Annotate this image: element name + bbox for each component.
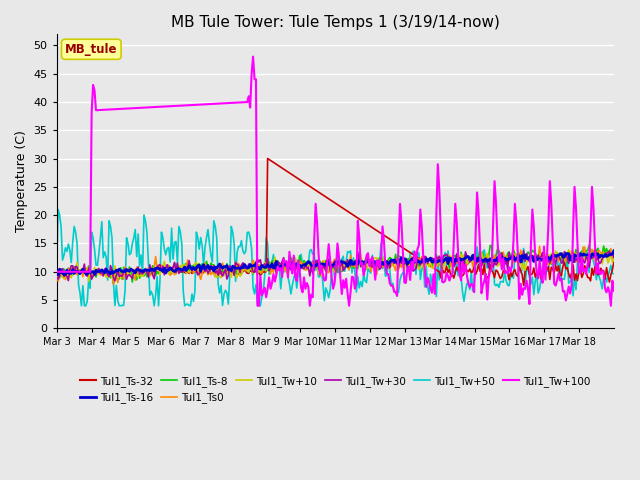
Y-axis label: Temperature (C): Temperature (C) (15, 130, 28, 232)
Legend: Tul1_Ts-32, Tul1_Ts-16, Tul1_Ts-8, Tul1_Ts0, Tul1_Tw+10, Tul1_Tw+30, Tul1_Tw+50,: Tul1_Ts-32, Tul1_Ts-16, Tul1_Ts-8, Tul1_… (76, 372, 595, 407)
Text: MB_tule: MB_tule (65, 43, 118, 56)
Title: MB Tule Tower: Tule Temps 1 (3/19/14-now): MB Tule Tower: Tule Temps 1 (3/19/14-now… (171, 15, 500, 30)
